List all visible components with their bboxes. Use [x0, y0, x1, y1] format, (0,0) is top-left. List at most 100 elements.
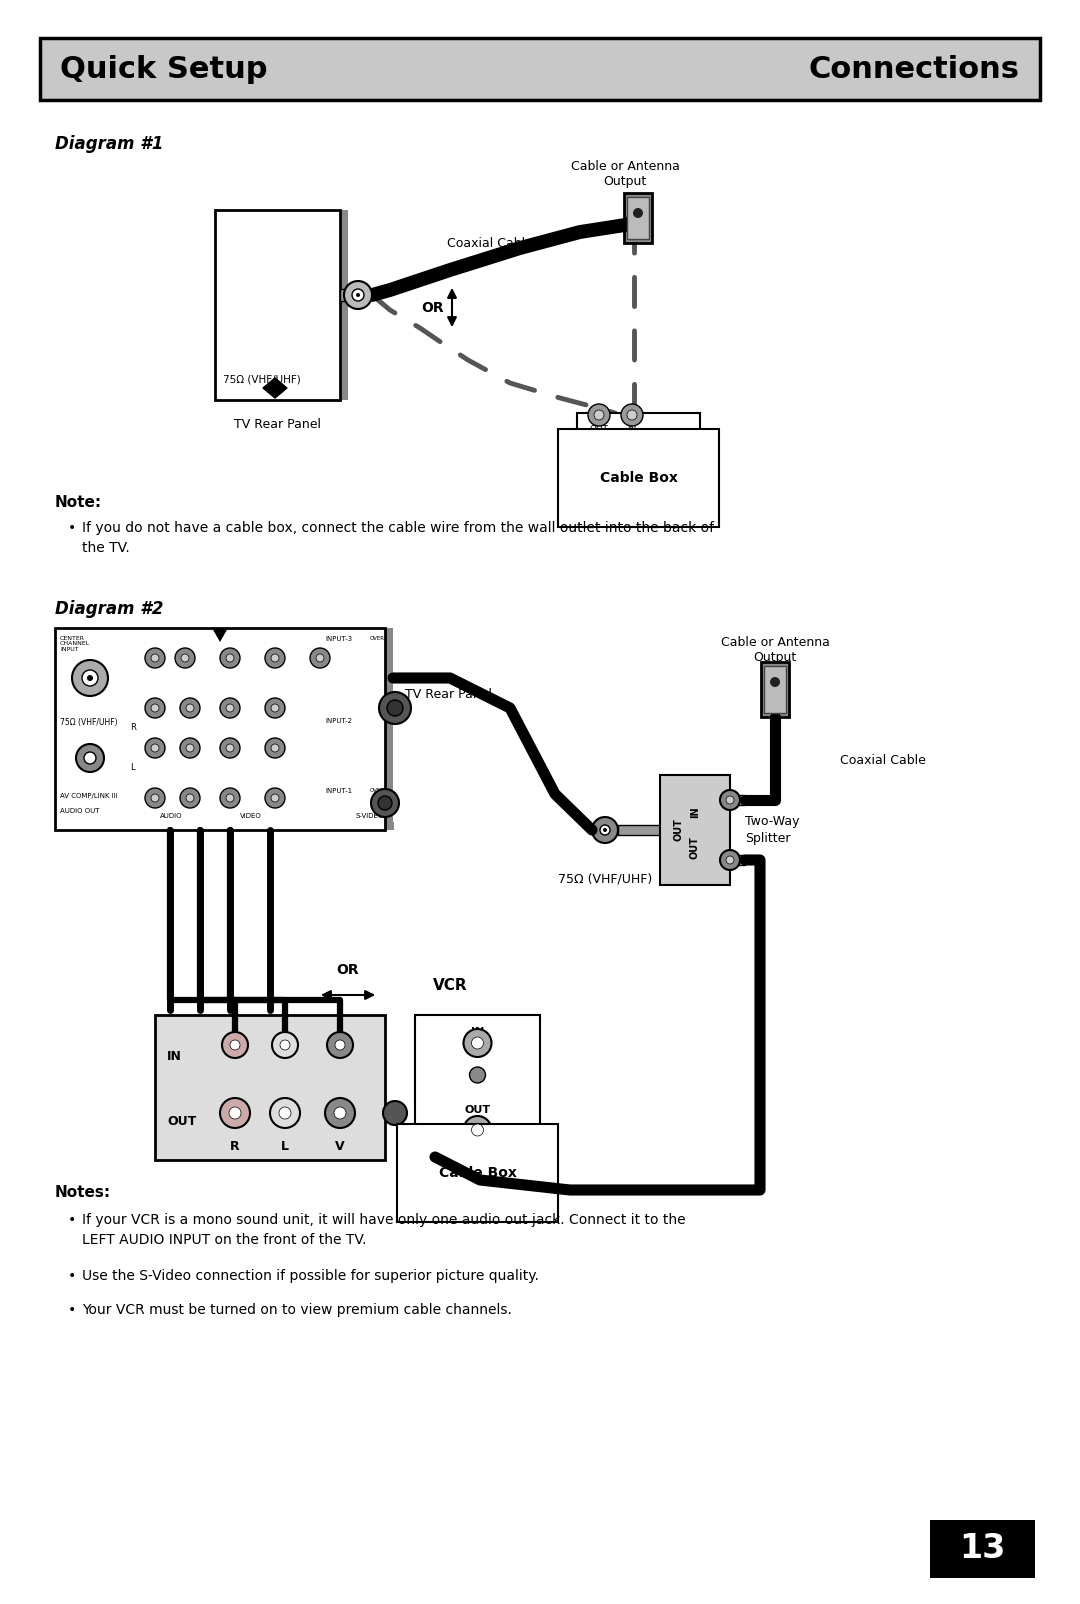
Circle shape	[220, 738, 240, 759]
Circle shape	[334, 1107, 346, 1120]
Text: OVER: OVER	[370, 788, 384, 792]
Circle shape	[594, 411, 604, 420]
Text: AUDIO: AUDIO	[160, 813, 183, 820]
Circle shape	[345, 281, 372, 310]
Text: If you do not have a cable box, connect the cable wire from the wall outlet into: If you do not have a cable box, connect …	[82, 521, 714, 555]
Text: CENTER
CHANNEL
INPUT: CENTER CHANNEL INPUT	[60, 637, 91, 651]
Circle shape	[271, 654, 279, 662]
Circle shape	[175, 648, 195, 667]
Text: R: R	[230, 1140, 240, 1153]
Bar	[730, 796, 745, 805]
Text: IN: IN	[690, 807, 700, 818]
Text: •: •	[68, 1213, 77, 1227]
Circle shape	[265, 788, 285, 808]
Text: Note:: Note:	[55, 496, 103, 510]
Circle shape	[726, 796, 734, 804]
Circle shape	[180, 698, 200, 719]
Circle shape	[226, 654, 234, 662]
Circle shape	[220, 1099, 249, 1128]
Bar	[40, 38, 1040, 99]
Circle shape	[145, 788, 165, 808]
Circle shape	[335, 1039, 345, 1051]
Circle shape	[600, 824, 610, 836]
Bar	[384, 629, 393, 824]
Circle shape	[424, 1145, 446, 1168]
Text: INPUT-1: INPUT-1	[325, 788, 352, 794]
Text: INPUT-3: INPUT-3	[325, 637, 352, 642]
Text: Connections: Connections	[809, 55, 1020, 83]
Text: OUT: OUT	[674, 818, 684, 842]
Circle shape	[720, 791, 740, 810]
Text: AUDIO OUT: AUDIO OUT	[60, 808, 99, 813]
Text: VIDEO: VIDEO	[240, 813, 261, 820]
Circle shape	[464, 1145, 486, 1168]
Text: IN: IN	[471, 1148, 480, 1156]
Circle shape	[592, 816, 618, 844]
Text: Cable Box: Cable Box	[599, 472, 677, 484]
Circle shape	[310, 648, 330, 667]
Text: TV Rear Panel: TV Rear Panel	[405, 688, 492, 701]
Circle shape	[270, 1099, 300, 1128]
Circle shape	[271, 794, 279, 802]
Text: OR: OR	[337, 962, 360, 977]
Text: Cable or Antenna
Output: Cable or Antenna Output	[570, 160, 679, 188]
Circle shape	[770, 677, 780, 687]
Text: Diagram #1: Diagram #1	[55, 135, 163, 152]
Bar	[219, 391, 348, 399]
Text: IN: IN	[167, 1051, 181, 1063]
Text: IN: IN	[471, 1027, 484, 1038]
Text: Diagram #2: Diagram #2	[55, 600, 163, 618]
Text: S-VIDEO: S-VIDEO	[355, 813, 383, 820]
Circle shape	[145, 698, 165, 719]
Circle shape	[220, 788, 240, 808]
Circle shape	[272, 1031, 298, 1059]
Bar	[761, 662, 789, 717]
Text: IN: IN	[627, 425, 637, 435]
Text: AV COMP/LINK III: AV COMP/LINK III	[60, 792, 118, 799]
Bar	[660, 775, 730, 885]
Text: •: •	[68, 521, 77, 536]
Circle shape	[265, 738, 285, 759]
Text: 13: 13	[959, 1532, 1005, 1566]
Circle shape	[472, 1038, 484, 1049]
Circle shape	[82, 670, 98, 687]
Bar	[340, 210, 348, 396]
Circle shape	[378, 796, 392, 810]
Text: OR: OR	[421, 300, 444, 314]
Circle shape	[186, 704, 194, 712]
Bar	[618, 824, 660, 836]
Circle shape	[180, 788, 200, 808]
Circle shape	[72, 659, 108, 696]
Circle shape	[627, 411, 637, 420]
Circle shape	[87, 675, 93, 682]
Text: •: •	[68, 1269, 77, 1283]
Bar	[340, 289, 362, 302]
Bar	[730, 855, 745, 865]
Text: INPUT-2: INPUT-2	[325, 719, 352, 723]
Circle shape	[265, 648, 285, 667]
Circle shape	[226, 744, 234, 752]
Circle shape	[470, 1067, 486, 1083]
Bar	[55, 629, 384, 829]
Text: L: L	[130, 764, 135, 772]
Circle shape	[220, 698, 240, 719]
Circle shape	[325, 1099, 355, 1128]
Bar	[764, 666, 786, 714]
Polygon shape	[264, 379, 287, 398]
Circle shape	[151, 744, 159, 752]
Circle shape	[226, 794, 234, 802]
Bar	[215, 210, 340, 399]
Circle shape	[372, 789, 399, 816]
Circle shape	[379, 691, 411, 723]
Text: OVER: OVER	[370, 637, 384, 642]
Text: OUT: OUT	[690, 837, 700, 860]
Circle shape	[463, 1116, 491, 1144]
Text: V: V	[335, 1140, 345, 1153]
Text: 75Ω (VHF/UHF): 75Ω (VHF/UHF)	[558, 873, 652, 885]
Circle shape	[271, 704, 279, 712]
Circle shape	[352, 289, 364, 302]
Circle shape	[588, 404, 610, 427]
Text: Use the S-Video connection if possible for superior picture quality.: Use the S-Video connection if possible f…	[82, 1269, 539, 1283]
Bar	[60, 821, 394, 829]
Circle shape	[220, 648, 240, 667]
